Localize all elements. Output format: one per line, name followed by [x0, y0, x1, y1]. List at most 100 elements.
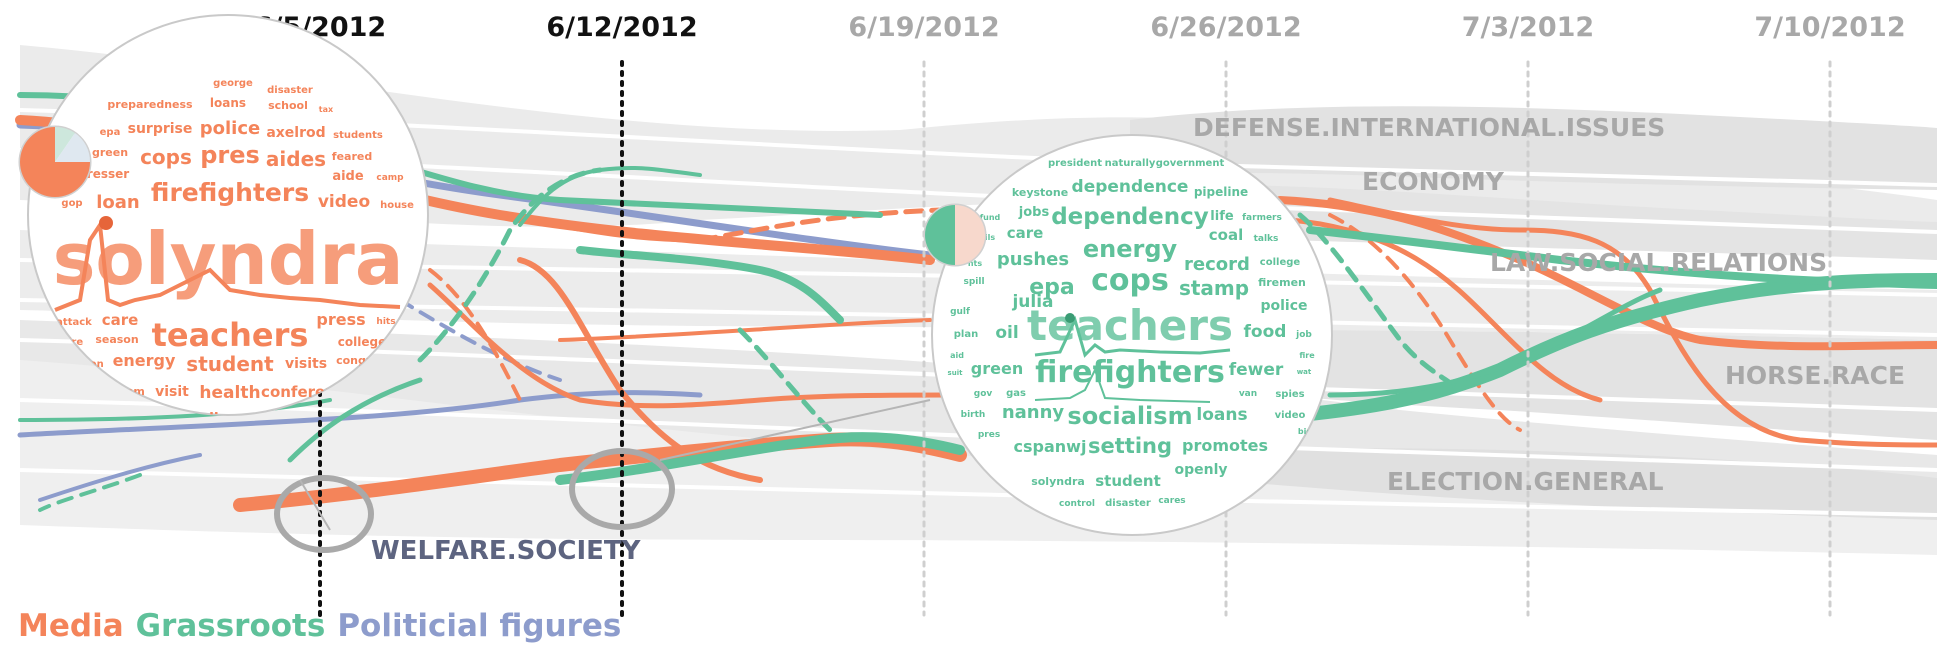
- cloud-right-word-33: aid: [950, 351, 964, 360]
- cloud-right-word-31: food: [1244, 322, 1287, 342]
- cloud-right-word-16: nts: [968, 259, 983, 268]
- stream-grassroots-5: [555, 432, 965, 485]
- legend-media: Media: [18, 608, 124, 644]
- selection-ring-left: [274, 475, 374, 553]
- cloud-left-word-26: care: [102, 311, 139, 329]
- stream-grassroots-10: [1297, 212, 1463, 393]
- cloud-left-word-2: preparedness: [107, 98, 193, 111]
- cloud-left-word-35: student: [186, 352, 274, 376]
- stream-grassroots-7: [18, 398, 332, 422]
- cloud-right-word-49: pres: [978, 430, 1000, 440]
- cloud-right-word-20: spill: [963, 277, 984, 287]
- stream-media-9: [1327, 197, 1937, 448]
- cloud-left-word-32: college: [338, 335, 386, 349]
- cloud-right-word-23: epa: [1029, 275, 1075, 300]
- cloud-right-word-5: pipeline: [1194, 185, 1248, 199]
- date-label-3: 6/26/2012: [1150, 12, 1301, 43]
- stream-political-2: [17, 390, 703, 438]
- cloud-right-word-52: setting: [1088, 434, 1172, 458]
- cloud-right-word-41: gas: [1006, 388, 1026, 399]
- cloud-left-word-19: gop: [61, 198, 82, 209]
- stream-media-7: [428, 268, 522, 402]
- cloud-right-word-17: pushes: [997, 249, 1069, 270]
- cloud-right-word-34: fire: [1299, 351, 1315, 360]
- word-cloud-right: president naturally government keystone depe…: [923, 134, 1333, 536]
- cloud-left-word-8: tax: [319, 105, 334, 114]
- topic-labels: DEFENSE.INTERNATIONAL.ISSUES ECONOMY LAW…: [371, 113, 1905, 566]
- cloud-left-word-29: hits: [376, 317, 395, 327]
- sparkline-right-marker: [1065, 313, 1075, 323]
- cloud-right-word-4: dependence: [1072, 177, 1189, 197]
- cloud-right-word-14: talks: [1254, 234, 1279, 244]
- sparkline-left-marker: [99, 216, 113, 230]
- cloud-right-word-19: college: [1260, 257, 1301, 268]
- cloud-right-word-45: nanny: [1002, 402, 1065, 423]
- date-label-2: 6/19/2012: [848, 12, 999, 43]
- cloud-right-word-3: keystone: [1012, 186, 1068, 199]
- cloud-right-word-59: cares: [1158, 496, 1185, 506]
- cloud-right-word-47: loans: [1196, 405, 1247, 425]
- date-labels: 6/5/2012 6/12/2012 6/19/2012 6/26/2012 7/3/2…: [254, 12, 1906, 43]
- cloud-right-word-36: green: [971, 359, 1023, 378]
- stream-political-4: [38, 453, 202, 502]
- cloud-right-word-56: student: [1095, 472, 1161, 490]
- stream-grassroots-9: [1306, 226, 1937, 289]
- cloud-left-word-40: visit: [155, 384, 189, 400]
- stream-grassroots-13: [287, 377, 423, 463]
- cloud-right-word-22: firemen: [1258, 276, 1306, 289]
- cloud-left-word-10: axelrod: [266, 125, 325, 141]
- cloud-right-word-44: birth: [961, 410, 986, 420]
- stream-media-2: [497, 212, 703, 243]
- cloud-left-word-12: resser: [87, 167, 129, 181]
- cloud-right-word-26: julia: [1011, 292, 1053, 312]
- cloud-left-word-7: school: [268, 99, 308, 112]
- cloud-left-word-1: disaster: [267, 85, 313, 96]
- cloud-right-word-24: stamp: [1179, 276, 1249, 300]
- cloud-left-word-36: visits: [285, 356, 327, 372]
- cloud-left-word-17: aide: [332, 169, 364, 184]
- cloud-left-word-0: george: [213, 78, 253, 89]
- stream-grassroots-4: [576, 246, 844, 324]
- stream-grassroots-12: [38, 473, 142, 512]
- cloud-left-word-4: epa: [100, 127, 121, 138]
- cloud-right-word-2: government: [1156, 158, 1225, 169]
- date-label-1: 6/12/2012: [546, 12, 697, 43]
- cloud-right-word-25: gulf: [950, 307, 970, 317]
- stream-political-3: [398, 298, 562, 382]
- band-horserace: [1280, 330, 1937, 440]
- cloud-left-word-23: house: [380, 200, 414, 211]
- date-label-5: 7/10/2012: [1754, 12, 1905, 43]
- cloud-right-word-43: spies: [1275, 389, 1304, 400]
- cloud-right-word-46: socialism: [1067, 402, 1192, 430]
- topic-label-law: LAW.SOCIAL.RELATIONS: [1490, 248, 1827, 277]
- stream-grassroots-11: [1327, 287, 1663, 398]
- topic-label-economy: ECONOMY: [1362, 167, 1505, 196]
- cloud-left-word-21: firefighters: [151, 178, 309, 207]
- stream-media-8: [1276, 196, 1937, 351]
- topic-label-horserace: HORSE.RACE: [1725, 361, 1905, 390]
- cloud-right-word-30: teachers: [1027, 301, 1233, 350]
- stream-media-12: [558, 318, 932, 342]
- cloud-right-word-39: wat: [1297, 368, 1312, 376]
- cloud-right-word-51: cspanwj: [1014, 437, 1087, 456]
- cloud-right-word-28: plan: [954, 329, 978, 340]
- sparkline-right-2: [1034, 367, 1211, 403]
- topic-label-election: ELECTION.GENERAL: [1387, 467, 1664, 496]
- cloud-right-word-15: energy: [1083, 235, 1178, 263]
- selection-ring-right: [569, 448, 675, 530]
- stream-media-5: [517, 257, 763, 483]
- cloud-right-word-38: fewer: [1229, 360, 1284, 380]
- legend-grassroots: Grassroots: [135, 608, 326, 644]
- cloud-right-word-55: solyndra: [1031, 475, 1085, 488]
- cloud-connectors: [299, 399, 931, 531]
- cloud-left-word-34: energy: [113, 351, 176, 370]
- cloud-right-word-7: jobs: [1018, 205, 1050, 220]
- cloud-right-word-50: bid: [1298, 427, 1312, 436]
- cloud-left-word-22: video: [318, 192, 370, 212]
- cloud-left-word-20: loan: [96, 192, 140, 213]
- cloud-left-word-27: teachers: [152, 316, 309, 354]
- cloud-left-word-6: police: [200, 118, 260, 139]
- cloud-right-word-1: naturally: [1105, 158, 1156, 169]
- cloud-right-word-35: suit: [948, 369, 964, 377]
